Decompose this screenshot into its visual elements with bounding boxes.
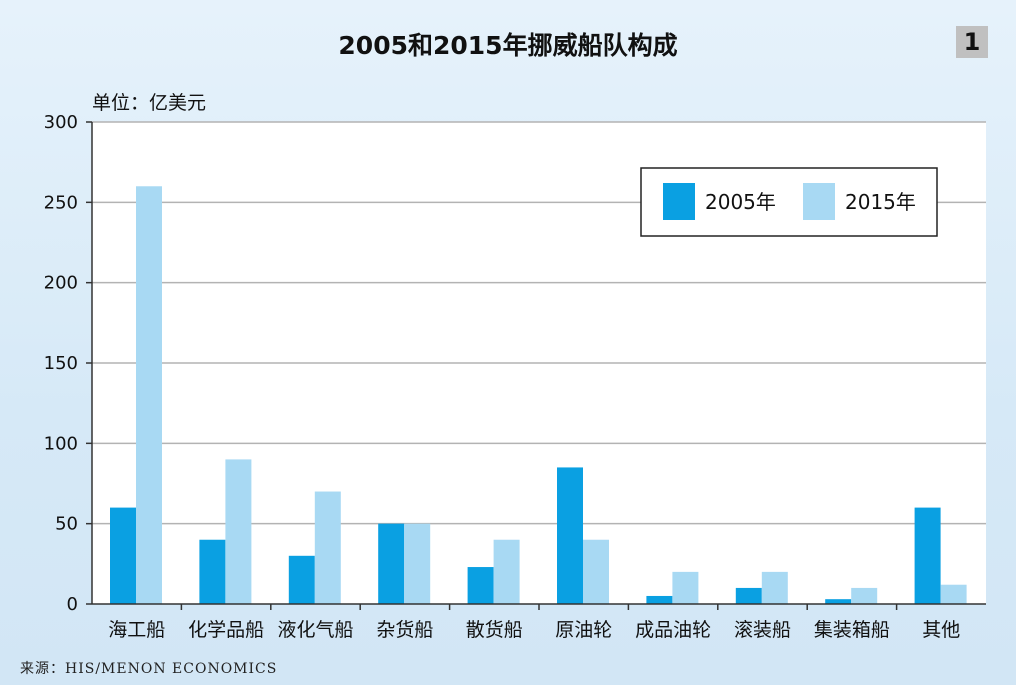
bar-series-2 bbox=[314, 491, 341, 604]
y-tick-label: 0 bbox=[67, 594, 78, 615]
x-category-label: 滚装船 bbox=[734, 619, 791, 641]
y-tick-label: 50 bbox=[55, 514, 78, 535]
x-category-label: 散货船 bbox=[466, 619, 523, 641]
bar-series-1 bbox=[378, 523, 405, 604]
bar-series-2 bbox=[672, 571, 699, 604]
y-tick-label: 150 bbox=[44, 353, 78, 374]
bar-series-1 bbox=[557, 467, 583, 604]
bar-series-1 bbox=[288, 555, 315, 604]
bar-series-1 bbox=[199, 539, 226, 604]
axes: 0 50 100 150 200 250 300 海工船 化学品船 液化气船 杂货船 散货船 原油轮 成品… bbox=[44, 112, 986, 641]
bar-series-2 bbox=[761, 571, 788, 604]
y-tick-label: 300 bbox=[44, 112, 78, 133]
x-category-label: 集装箱船 bbox=[814, 619, 890, 641]
x-category-label: 成品油轮 bbox=[635, 619, 711, 641]
bar-series-2 bbox=[404, 523, 431, 604]
x-category-label: 杂货船 bbox=[376, 619, 433, 641]
bar-series-2 bbox=[493, 539, 520, 604]
bar-series-1 bbox=[914, 507, 941, 604]
source-note: 来源：HIS/MENON ECONOMICS bbox=[20, 661, 278, 677]
bar-series-1 bbox=[646, 595, 673, 604]
x-category-label: 液化气船 bbox=[277, 619, 353, 641]
bar-series-2 bbox=[940, 584, 967, 604]
bars bbox=[110, 186, 967, 604]
x-category-label: 海工船 bbox=[108, 619, 165, 641]
y-tick-label: 100 bbox=[44, 433, 78, 454]
bar-series-2 bbox=[851, 587, 878, 604]
x-category-label: 其他 bbox=[922, 619, 960, 641]
x-category-label: 化学品船 bbox=[188, 619, 264, 641]
legend-label: 2015年 bbox=[845, 190, 916, 214]
bar-series-2 bbox=[583, 539, 609, 604]
legend-swatch bbox=[803, 183, 835, 220]
bar-series-1 bbox=[825, 599, 852, 604]
y-tick-label: 200 bbox=[44, 273, 78, 294]
bar-series-1 bbox=[735, 587, 762, 604]
y-tick-label: 250 bbox=[44, 192, 78, 213]
bar-series-1 bbox=[467, 567, 494, 604]
page-number-badge: 1 bbox=[956, 26, 988, 58]
legend-swatch bbox=[663, 183, 695, 220]
bar-series-1 bbox=[110, 507, 136, 604]
legend-label: 2005年 bbox=[705, 190, 776, 214]
x-category-label: 原油轮 bbox=[555, 619, 612, 641]
y-axis-unit-label: 单位：亿美元 bbox=[92, 92, 207, 114]
bar-series-2 bbox=[225, 459, 252, 604]
bar-series-2 bbox=[136, 186, 162, 604]
chart-title: 2005和2015年挪威船队构成 bbox=[338, 31, 678, 60]
legend: 2005年 2015年 bbox=[640, 167, 938, 237]
